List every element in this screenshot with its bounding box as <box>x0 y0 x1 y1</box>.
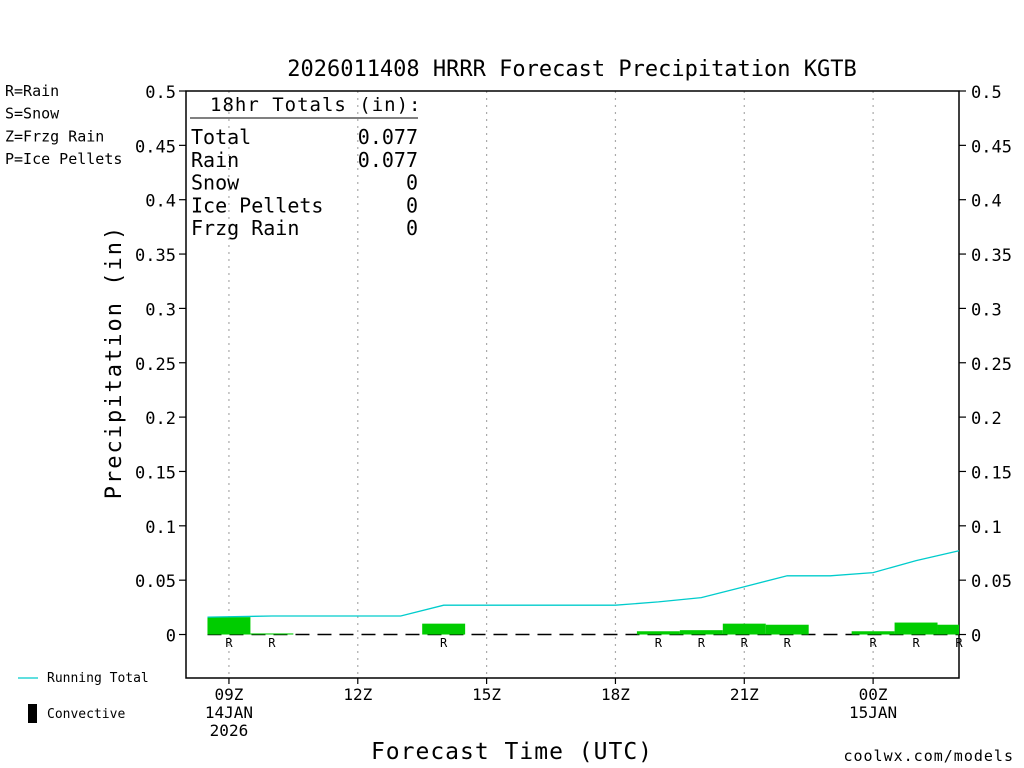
rain-bar <box>765 624 809 635</box>
convective-legend-swatch <box>28 704 37 723</box>
y-axis-label: Precipitation (in) <box>102 225 127 499</box>
y-tick-label-right: 0.4 <box>971 192 1002 212</box>
x-tick-label: 21Z <box>730 685 759 704</box>
rain-bars <box>207 617 959 636</box>
legend-z-label: Z=Frzg Rain <box>5 127 104 145</box>
x-tick-label: 18Z <box>601 685 630 704</box>
precip-type-mark: R <box>955 636 963 650</box>
rain-bar <box>422 623 466 635</box>
running-total-legend: Running Total <box>18 671 149 686</box>
y-tick-label-right: 0.2 <box>971 409 1002 429</box>
y-tick-label-left: 0.35 <box>135 246 176 266</box>
y-tick-label-left: 0.5 <box>145 83 176 103</box>
credit-text: coolwx.com/models <box>843 747 1014 765</box>
precip-type-mark: R <box>741 636 749 650</box>
precip-type-legend: R=Rain S=Snow Z=Frzg Rain P=Ice Pellets <box>5 82 122 168</box>
y-tick-label-right: 0 <box>971 627 981 647</box>
convective-legend: Convective <box>28 704 125 723</box>
y-tick-label-right: 0.5 <box>971 83 1002 103</box>
rain-bar <box>250 633 294 635</box>
rain-bar <box>722 623 766 635</box>
precip-type-mark: R <box>268 636 276 650</box>
x-tick-label: 15Z <box>472 685 501 704</box>
y-tick-label-right: 0.35 <box>971 246 1012 266</box>
y-tick-label-left: 0.2 <box>145 409 176 429</box>
rain-bar <box>937 624 959 635</box>
totals-row-label: Total <box>191 125 251 149</box>
precip-type-mark: R <box>655 636 663 650</box>
y-tick-label-right: 0.3 <box>971 300 1002 320</box>
totals-row-label: Snow <box>191 171 240 195</box>
y-tick-label-left: 0.45 <box>135 137 176 157</box>
rain-bar <box>207 617 251 635</box>
x-axis-label: Forecast Time (UTC) <box>371 739 653 765</box>
totals-row-value: 0 <box>406 171 418 195</box>
totals-row-value: 0 <box>406 193 418 217</box>
totals-row-value: 0.077 <box>358 148 418 172</box>
y-axis-left: 0 0.05 0.1 0.15 0.2 0.25 0.3 0.35 0.4 0.45 0.5 <box>135 83 186 647</box>
precip-type-mark: R <box>869 636 877 650</box>
y-tick-label-left: 0.05 <box>135 572 176 592</box>
precip-type-mark: R <box>225 636 233 650</box>
y-tick-label-right: 0.45 <box>971 137 1012 157</box>
plot-frame <box>185 90 960 679</box>
rain-bar <box>636 631 680 635</box>
y-tick-label-left: 0.1 <box>145 518 176 538</box>
y-tick-label-left: 0.4 <box>145 192 176 212</box>
y-axis-right: 0 0.05 0.1 0.15 0.2 0.25 0.3 0.35 0.4 0.45 0.5 <box>959 83 1012 647</box>
convective-legend-label: Convective <box>47 707 125 722</box>
totals-row-label: Rain <box>191 148 239 172</box>
running-total-line <box>207 550 960 618</box>
y-tick-label-right: 0.05 <box>971 572 1012 592</box>
totals-row-value: 0.077 <box>358 125 418 149</box>
x-tick-label: 15JAN <box>849 703 897 722</box>
x-tick-label: 00Z <box>859 685 888 704</box>
totals-header: 18hr Totals (in): <box>210 94 421 116</box>
totals-box: 18hr Totals (in): Total 0.077 Rain 0.077 Sno… <box>190 94 421 240</box>
y-tick-label-left: 0.25 <box>135 355 176 375</box>
totals-row-value: 0 <box>406 216 418 240</box>
y-tick-label-left: 0 <box>166 627 176 647</box>
x-tick-label: 12Z <box>343 685 372 704</box>
y-tick-label-right: 0.25 <box>971 355 1012 375</box>
y-tick-label-right: 0.15 <box>971 463 1012 483</box>
totals-row-label: Frzg Rain <box>191 216 299 240</box>
running-total-legend-label: Running Total <box>47 671 149 686</box>
grid-lines <box>228 91 874 678</box>
rain-bar <box>679 630 723 635</box>
x-tick-label: 14JAN <box>205 703 253 722</box>
legend-r-label: R=Rain <box>5 82 59 100</box>
legend-p-label: P=Ice Pellets <box>5 150 122 168</box>
y-tick-label-left: 0.3 <box>145 300 176 320</box>
rain-bar <box>851 631 895 635</box>
y-tick-label-left: 0.15 <box>135 463 176 483</box>
precip-type-mark: R <box>440 636 448 650</box>
rain-bar <box>894 622 938 635</box>
x-tick-label: 09Z <box>214 685 243 704</box>
x-tick-label: 2026 <box>210 721 249 740</box>
y-tick-label-right: 0.1 <box>971 518 1002 538</box>
totals-row-label: Ice Pellets <box>191 193 323 217</box>
precip-type-mark: R <box>698 636 706 650</box>
precip-type-mark: R <box>912 636 920 650</box>
chart-title: 2026011408 HRRR Forecast Precipitation K… <box>287 57 857 82</box>
precip-type-mark: R <box>784 636 792 650</box>
legend-s-label: S=Snow <box>5 105 60 123</box>
